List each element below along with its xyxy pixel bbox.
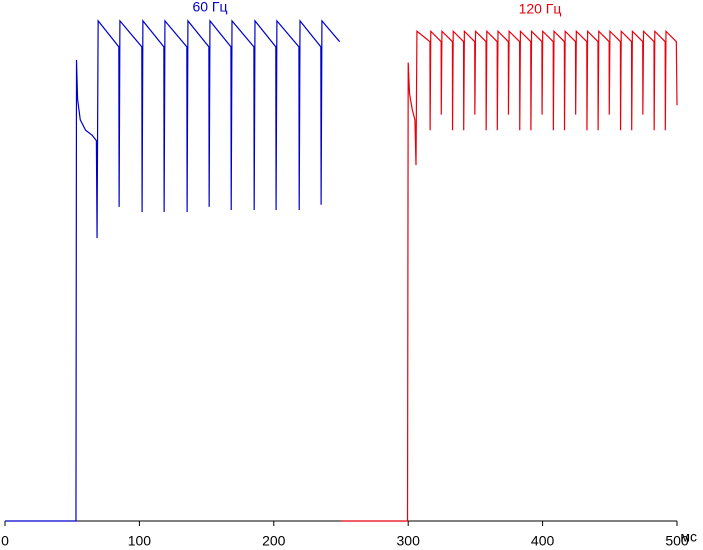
- series-line: [5, 19, 341, 522]
- x-tick-label: 300: [397, 533, 421, 549]
- x-tick-label: 500: [665, 533, 689, 549]
- x-tick-label: 100: [128, 533, 152, 549]
- series-line: [341, 29, 678, 522]
- x-axis-label: мс: [680, 529, 697, 545]
- x-tick-label: 200: [262, 533, 286, 549]
- x-tick-label: 0: [1, 533, 9, 549]
- series-label: 60 Гц: [192, 0, 227, 15]
- series-label: 120 Гц: [519, 1, 562, 17]
- x-tick-label: 400: [531, 533, 555, 549]
